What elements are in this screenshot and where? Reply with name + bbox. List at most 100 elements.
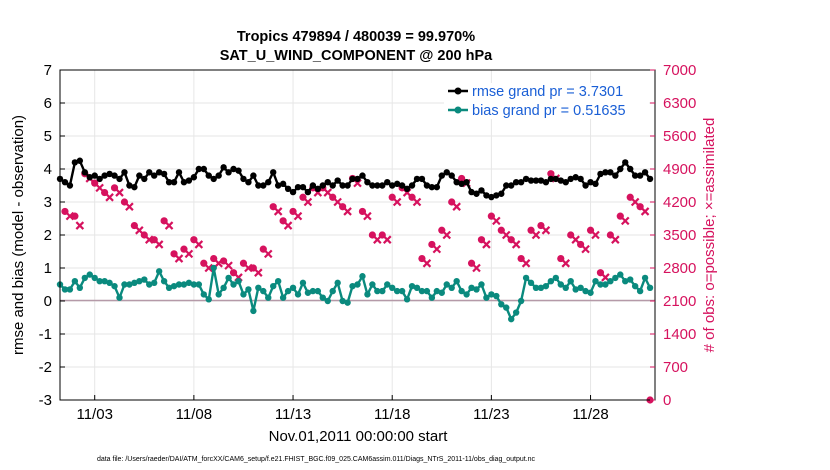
- rmse-point: [225, 169, 232, 176]
- rmse-point: [636, 172, 644, 179]
- rmse-point: [319, 182, 326, 189]
- bias-point: [438, 289, 445, 296]
- obs-assimilated-stroke: [432, 244, 442, 254]
- bias-point: [567, 278, 574, 285]
- bias-point: [334, 279, 341, 287]
- bias-point: [627, 276, 634, 283]
- obs-assimilated-point: [204, 263, 214, 273]
- bias-point: [498, 301, 505, 308]
- obs-assimilated-stroke: [164, 221, 174, 230]
- rmse-point: [96, 175, 103, 183]
- y-tick-label: -1: [39, 326, 52, 343]
- obs-assimilated-stroke: [204, 263, 214, 273]
- x-tick-label: 11/13: [275, 406, 311, 423]
- bias-point: [81, 274, 88, 282]
- chart-title: Tropics 479894 / 480039 = 99.970%: [237, 29, 475, 45]
- bias-point: [354, 281, 361, 288]
- rmse-point: [547, 175, 555, 183]
- rmse-point: [582, 182, 589, 189]
- rmse-point: [478, 187, 485, 194]
- rmse-point: [612, 172, 619, 179]
- y-tick-label: -3: [39, 392, 52, 409]
- rmse-point: [398, 182, 406, 189]
- rmse-point: [627, 165, 634, 173]
- bias-point: [512, 309, 520, 316]
- bias-point: [61, 286, 69, 293]
- rmse-point: [607, 169, 614, 176]
- rmse-point: [349, 175, 356, 183]
- bias-point: [418, 287, 426, 295]
- rmse-point: [369, 182, 376, 189]
- obs-assimilated-stroke: [65, 211, 75, 221]
- obs-assimilated-stroke: [273, 207, 283, 216]
- obs-assimilated-point: [511, 240, 521, 249]
- bias-point: [408, 282, 416, 290]
- bias-point: [180, 281, 188, 288]
- obs-assimilated-stroke: [630, 197, 640, 207]
- y-tick-label: 3: [44, 194, 52, 211]
- rmse-point: [503, 182, 510, 189]
- obs-assimilated-point: [620, 216, 630, 226]
- obs-assimilated-stroke: [263, 249, 273, 259]
- bias-point: [299, 279, 307, 287]
- y-right-tick-label: 1400: [663, 326, 696, 343]
- rmse-point: [274, 182, 282, 189]
- rmse-point: [294, 183, 302, 191]
- rmse-point: [448, 172, 455, 179]
- bias-point: [230, 281, 237, 288]
- obs-assimilated-point: [105, 193, 114, 202]
- obs-assimilated-point: [640, 207, 650, 216]
- bias-point: [423, 287, 431, 295]
- obs-assimilated-point: [273, 207, 283, 216]
- rmse-point: [522, 175, 530, 183]
- bias-point: [428, 294, 436, 301]
- obs-assimilated-stroke: [115, 188, 124, 197]
- y-tick-label: -2: [39, 359, 52, 376]
- rmse-point: [354, 175, 361, 183]
- rmse-point: [488, 193, 495, 201]
- bias-point: [76, 284, 84, 291]
- obs-assimilated-stroke: [561, 259, 571, 268]
- obs-assimilated-stroke: [442, 230, 452, 240]
- bias-point: [458, 287, 465, 295]
- rmse-point: [592, 180, 599, 188]
- rmse-point: [577, 175, 584, 183]
- obs-assimilated-point: [591, 230, 600, 240]
- bias-point: [468, 284, 475, 291]
- obs-assimilated-point: [531, 230, 541, 240]
- obs-assimilated-point: [115, 188, 124, 197]
- obs-assimilated-point: [254, 268, 263, 277]
- bias-point: [165, 284, 173, 291]
- y-tick-label: 4: [44, 161, 52, 178]
- rmse-point: [329, 182, 336, 189]
- rmse-point: [483, 192, 490, 199]
- obs-assimilated-stroke: [492, 216, 501, 226]
- y-right-tick-label: 4900: [663, 161, 696, 178]
- bias-point: [160, 278, 168, 285]
- bias-point: [369, 281, 376, 288]
- rmse-point: [250, 172, 257, 179]
- obs-assimilated-point: [373, 235, 382, 244]
- bias-point: [384, 281, 391, 288]
- y-tick-label: 5: [44, 128, 52, 145]
- bias-point: [265, 294, 272, 301]
- rmse-point: [493, 192, 500, 199]
- obs-assimilated-point: [144, 235, 154, 244]
- obs-assimilated-stroke: [293, 211, 303, 221]
- bias-point: [319, 294, 326, 301]
- rmse-point: [299, 183, 307, 191]
- bias-point: [175, 281, 183, 288]
- obs-assimilated-point: [492, 216, 501, 226]
- obs-assimilated-stroke: [333, 197, 342, 207]
- rmse-point: [71, 159, 79, 166]
- obs-assimilated-point: [224, 261, 233, 270]
- rmse-point: [180, 179, 188, 186]
- rmse-point: [220, 164, 227, 171]
- rmse-point: [200, 165, 207, 173]
- obs-assimilated-stroke: [601, 273, 610, 282]
- legend: rmse grand pr = 3.7301 bias grand pr = 0…: [444, 83, 649, 119]
- obs-assimilated-point: [521, 259, 531, 268]
- bias-point: [250, 307, 257, 315]
- obs-assimilated-stroke: [194, 240, 204, 249]
